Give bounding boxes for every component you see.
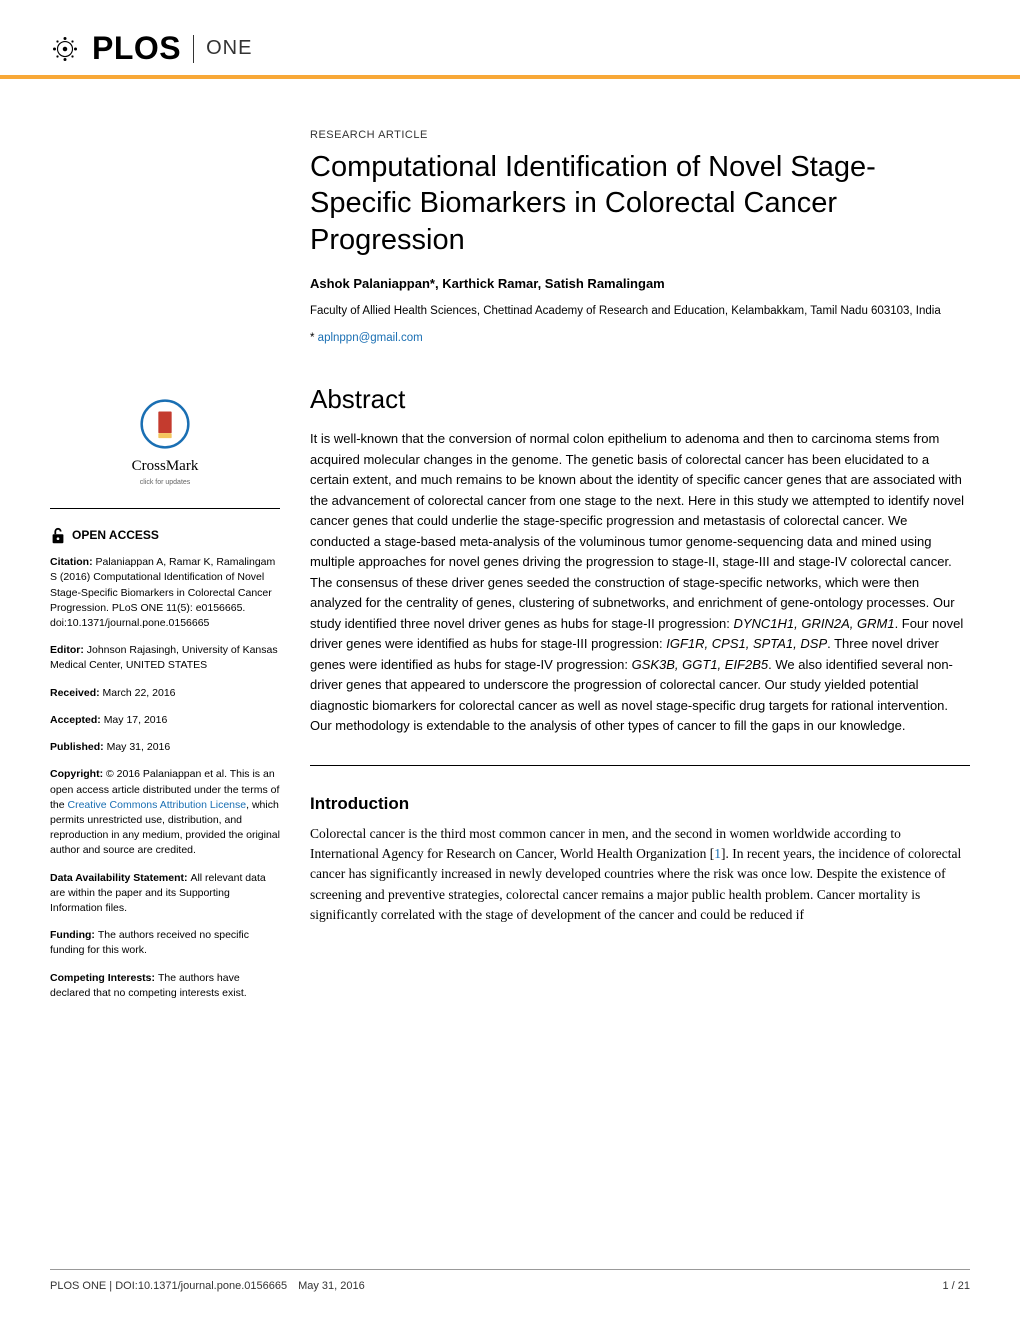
accepted-block: Accepted: May 17, 2016 bbox=[50, 713, 280, 728]
genes-stage4: GSK3B, GGT1, EIF2B5 bbox=[632, 657, 769, 672]
abstract-heading: Abstract bbox=[310, 384, 970, 415]
corr-asterisk: * bbox=[310, 332, 318, 344]
published-text: May 31, 2016 bbox=[107, 741, 171, 753]
authors-line: Ashok Palaniappan*, Karthick Ramar, Sati… bbox=[310, 276, 970, 291]
affiliation: Faculty of Allied Health Sciences, Chett… bbox=[310, 303, 970, 320]
das-label: Data Availability Statement: bbox=[50, 872, 190, 884]
received-label: Received: bbox=[50, 687, 103, 699]
main-column: RESEARCH ARTICLE Computational Identific… bbox=[280, 79, 970, 1013]
sidebar: CrossMark click for updates OPEN ACCESS … bbox=[50, 79, 280, 1013]
article-type: RESEARCH ARTICLE bbox=[310, 129, 970, 141]
editor-block: Editor: Johnson Rajasingh, University of… bbox=[50, 643, 280, 673]
accepted-text: May 17, 2016 bbox=[104, 714, 168, 726]
journal-logo: PLOS ONE bbox=[50, 30, 970, 67]
plos-globe-icon bbox=[50, 34, 80, 64]
citation-block: Citation: Palaniappan A, Ramar K, Ramali… bbox=[50, 555, 280, 631]
logo-divider bbox=[193, 35, 194, 63]
received-block: Received: March 22, 2016 bbox=[50, 686, 280, 701]
crossmark-label: CrossMark bbox=[50, 456, 280, 478]
cc-license-link[interactable]: Creative Commons Attribution License bbox=[68, 799, 247, 811]
citation-label: Citation: bbox=[50, 556, 96, 568]
accepted-label: Accepted: bbox=[50, 714, 104, 726]
ci-label: Competing Interests: bbox=[50, 972, 158, 984]
footer-citation: PLOS ONE | DOI:10.1371/journal.pone.0156… bbox=[50, 1280, 365, 1292]
copyright-label: Copyright: bbox=[50, 768, 106, 780]
crossmark-icon bbox=[140, 399, 190, 449]
abstract-pre: It is well-known that the conversion of … bbox=[310, 431, 964, 631]
genes-stage3: IGF1R, CPS1, SPTA1, DSP bbox=[666, 636, 827, 651]
open-access-icon bbox=[50, 527, 66, 545]
plos-wordmark: PLOS bbox=[92, 30, 181, 67]
published-label: Published: bbox=[50, 741, 107, 753]
copyright-block: Copyright: © 2016 Palaniappan et al. Thi… bbox=[50, 767, 280, 858]
introduction-body: Colorectal cancer is the third most comm… bbox=[310, 824, 970, 925]
crossmark-widget[interactable]: CrossMark click for updates bbox=[50, 399, 280, 488]
open-access-label: OPEN ACCESS bbox=[72, 527, 159, 544]
funding-label: Funding: bbox=[50, 929, 98, 941]
open-access-badge: OPEN ACCESS bbox=[50, 527, 280, 545]
article-title: Computational Identification of Novel St… bbox=[310, 149, 970, 258]
main-divider bbox=[310, 765, 970, 766]
funding-block: Funding: The authors received no specifi… bbox=[50, 928, 280, 958]
received-text: March 22, 2016 bbox=[103, 687, 176, 699]
email-link[interactable]: aplnppn@gmail.com bbox=[318, 332, 423, 344]
published-block: Published: May 31, 2016 bbox=[50, 740, 280, 755]
introduction-heading: Introduction bbox=[310, 794, 970, 814]
sidebar-divider bbox=[50, 508, 280, 509]
journal-subbrand: ONE bbox=[206, 37, 252, 60]
page-number: 1 / 21 bbox=[942, 1280, 970, 1292]
ref-1-link[interactable]: 1 bbox=[714, 846, 721, 861]
genes-stage2: DYNC1H1, GRIN2A, GRM1 bbox=[733, 616, 894, 631]
page-header: PLOS ONE bbox=[0, 0, 1020, 79]
data-availability-block: Data Availability Statement: All relevan… bbox=[50, 871, 280, 917]
corresponding-email: * aplnppn@gmail.com bbox=[310, 332, 970, 344]
page-body: CrossMark click for updates OPEN ACCESS … bbox=[0, 79, 1020, 1013]
editor-label: Editor: bbox=[50, 644, 87, 656]
crossmark-sub: click for updates bbox=[50, 478, 280, 488]
abstract-body: It is well-known that the conversion of … bbox=[310, 429, 970, 737]
page-footer: PLOS ONE | DOI:10.1371/journal.pone.0156… bbox=[50, 1269, 970, 1292]
competing-interests-block: Competing Interests: The authors have de… bbox=[50, 971, 280, 1001]
